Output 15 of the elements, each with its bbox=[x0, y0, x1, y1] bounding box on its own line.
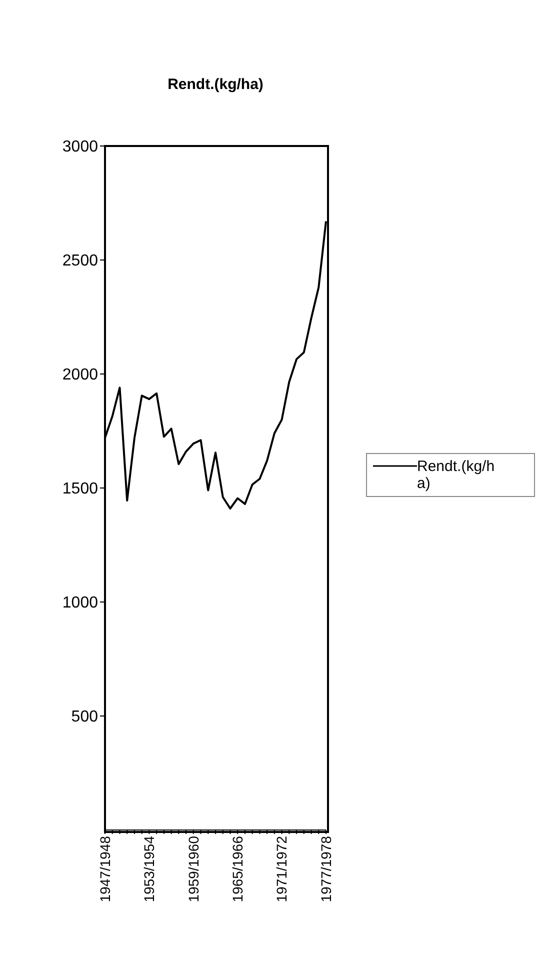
line-series bbox=[104, 220, 327, 510]
y-tick-label: 500 bbox=[71, 708, 98, 726]
x-tick-label: 1953/1954 bbox=[141, 836, 158, 902]
y-tick-label: 1000 bbox=[62, 594, 98, 612]
chart-title: Rendt.(kg/ha) bbox=[166, 76, 264, 93]
x-tick-label: 1959/1960 bbox=[185, 836, 202, 902]
x-tick-label: 1965/1966 bbox=[230, 836, 246, 902]
y-tick-label: 3000 bbox=[62, 138, 98, 156]
x-tick-label: 1947/1948 bbox=[96, 836, 113, 902]
y-tick-label: 2000 bbox=[62, 366, 98, 384]
y-tick-label: 2500 bbox=[62, 252, 98, 270]
legend-label: Rendt.(kg/ha) bbox=[417, 458, 496, 492]
x-tick-label: 1977/1978 bbox=[318, 836, 334, 902]
y-tick-label: 1500 bbox=[62, 480, 98, 498]
x-tick-label: 1971/1972 bbox=[274, 836, 290, 902]
